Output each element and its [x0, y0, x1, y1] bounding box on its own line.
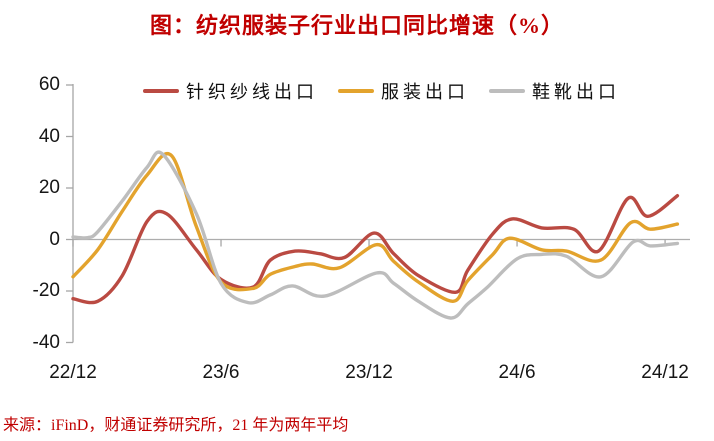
legend-label: 服装出口: [381, 82, 469, 102]
y-tick-label: -40: [32, 331, 60, 353]
x-tick-label: 22/12: [49, 362, 97, 383]
y-tick-label: -20: [32, 280, 60, 301]
legend-item: 鞋靴出口: [489, 78, 620, 104]
y-tick-label: 0: [49, 228, 60, 250]
legend-line-swatch-icon: [489, 89, 525, 93]
chart-legend: 针织纱线出口 服装出口 鞋靴出口: [73, 78, 690, 104]
y-tick-label: 60: [38, 74, 60, 95]
legend-line-swatch-icon: [143, 89, 179, 93]
x-tick-label: 24/12: [641, 362, 689, 383]
series-line-鞋靴出口: [71, 150, 680, 320]
source-note: 来源：iFinD，财通证券研究所，21 年为两年平均: [3, 417, 349, 434]
x-tick-label: 24/6: [498, 362, 536, 383]
legend-label: 鞋靴出口: [532, 82, 620, 102]
y-tick-label: 40: [38, 125, 60, 147]
legend-item: 针织纱线出口: [143, 78, 318, 104]
chart-title: 图：纺织服装子行业出口同比增速（%）: [149, 13, 564, 38]
x-tick-label: 23/6: [202, 362, 240, 383]
legend-label: 针织纱线出口: [186, 82, 318, 102]
series-line-针织纱线出口: [71, 194, 680, 305]
x-tick-label: 23/12: [345, 362, 393, 383]
legend-item: 服装出口: [338, 78, 469, 104]
series-line-服装出口: [71, 152, 680, 304]
y-tick-label: 20: [38, 177, 60, 198]
legend-line-swatch-icon: [338, 89, 374, 93]
